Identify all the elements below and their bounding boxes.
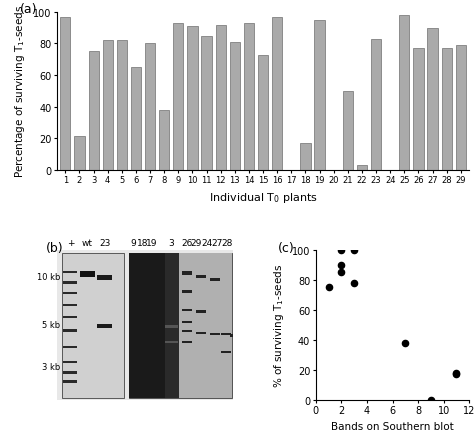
Bar xyxy=(399,16,410,170)
Text: 3 kb: 3 kb xyxy=(42,362,60,372)
Bar xyxy=(131,68,141,170)
X-axis label: Bands on Southern blot: Bands on Southern blot xyxy=(331,421,454,430)
Point xyxy=(350,247,358,254)
Point xyxy=(401,340,409,347)
Bar xyxy=(182,341,192,343)
Bar xyxy=(63,329,77,332)
Bar xyxy=(230,43,240,170)
Bar xyxy=(196,332,206,334)
Bar xyxy=(63,316,77,319)
Point xyxy=(427,396,435,403)
Bar xyxy=(165,326,178,329)
Bar xyxy=(343,92,353,170)
Bar xyxy=(103,41,113,170)
Text: 24: 24 xyxy=(201,239,212,248)
Text: 18: 18 xyxy=(137,239,148,248)
Bar xyxy=(371,40,381,170)
Y-axis label: % of surviving T$_1$-seeds: % of surviving T$_1$-seeds xyxy=(273,263,286,387)
Text: 10 kb: 10 kb xyxy=(36,273,60,282)
Bar xyxy=(182,271,192,276)
Bar xyxy=(62,253,124,399)
Text: (a): (a) xyxy=(20,3,37,16)
Bar xyxy=(63,271,77,274)
Bar xyxy=(165,341,178,343)
Bar xyxy=(216,25,226,170)
Bar xyxy=(258,55,268,170)
Bar xyxy=(63,292,77,295)
Bar xyxy=(413,49,423,170)
Bar xyxy=(63,361,77,364)
Text: 26: 26 xyxy=(181,239,192,248)
Bar xyxy=(244,24,254,170)
Bar xyxy=(80,272,95,277)
Text: 28: 28 xyxy=(221,239,233,248)
Bar xyxy=(63,346,77,349)
Bar xyxy=(98,324,112,328)
Text: 3: 3 xyxy=(168,239,173,248)
Bar xyxy=(98,276,112,280)
Bar xyxy=(182,330,192,332)
Bar xyxy=(196,310,206,313)
Bar xyxy=(129,253,232,399)
Bar xyxy=(117,41,127,170)
Text: 19: 19 xyxy=(146,239,157,248)
Bar xyxy=(196,275,206,279)
Bar xyxy=(182,321,192,323)
Point xyxy=(337,247,345,254)
Text: wt: wt xyxy=(82,239,93,248)
Bar xyxy=(63,372,77,374)
Bar xyxy=(221,351,231,353)
Bar xyxy=(182,309,192,311)
Bar xyxy=(129,253,172,399)
Bar xyxy=(357,166,367,170)
Bar xyxy=(272,18,283,170)
Bar xyxy=(301,144,310,170)
Bar xyxy=(145,44,155,170)
Text: 9: 9 xyxy=(131,239,137,248)
Text: 5 kb: 5 kb xyxy=(42,320,60,329)
Text: 27: 27 xyxy=(212,239,223,248)
Bar xyxy=(201,37,212,170)
Point xyxy=(350,280,358,286)
Bar xyxy=(230,334,239,337)
Text: 23: 23 xyxy=(99,239,110,248)
Bar xyxy=(210,279,220,282)
Bar xyxy=(428,29,438,170)
Point xyxy=(453,369,460,376)
Bar xyxy=(63,282,77,284)
Bar xyxy=(60,18,71,170)
Text: +: + xyxy=(67,239,74,248)
Bar xyxy=(182,291,192,294)
Point xyxy=(453,371,460,378)
Bar xyxy=(179,253,232,399)
Bar xyxy=(164,253,179,399)
Point xyxy=(337,269,345,276)
Bar xyxy=(89,52,99,170)
Bar xyxy=(456,46,466,170)
Bar xyxy=(159,111,169,170)
Bar xyxy=(63,381,77,383)
Bar xyxy=(74,137,84,170)
Point xyxy=(337,261,345,268)
Bar xyxy=(221,333,231,335)
X-axis label: Individual T$_0$ plants: Individual T$_0$ plants xyxy=(209,190,318,204)
Point xyxy=(325,284,332,291)
Bar xyxy=(442,49,452,170)
Text: 29: 29 xyxy=(191,239,202,248)
Bar xyxy=(63,304,77,307)
Text: (c): (c) xyxy=(277,241,294,254)
Bar xyxy=(314,21,325,170)
Text: (b): (b) xyxy=(46,241,64,254)
Bar xyxy=(187,27,198,170)
Bar xyxy=(210,333,220,335)
Bar xyxy=(173,24,183,170)
Y-axis label: Percentage of surviving T$_1$-seeds: Percentage of surviving T$_1$-seeds xyxy=(13,5,27,178)
